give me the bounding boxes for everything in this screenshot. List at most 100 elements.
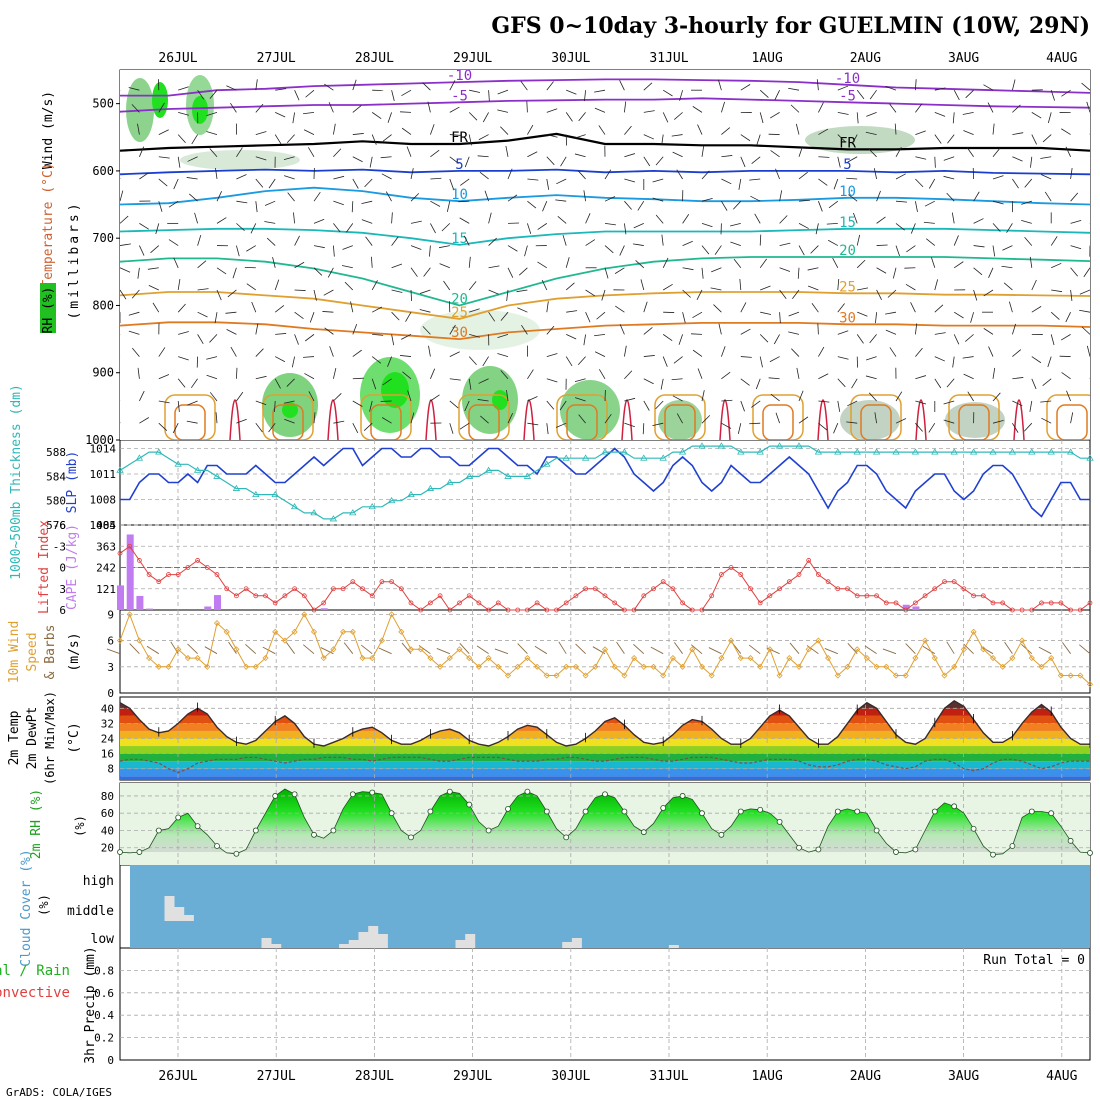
wind-barb	[662, 334, 673, 342]
wind-barb	[577, 356, 586, 366]
thickness-marker	[543, 460, 551, 467]
slp-thickness-ylabel: 1000~500mb Thickness (dm) SLP (mb)	[9, 384, 80, 580]
wind-barb	[791, 348, 800, 357]
wind-barb	[446, 201, 451, 212]
lifted-index-marker	[379, 579, 385, 585]
wind-barb	[624, 223, 627, 235]
lifted-index-marker	[1068, 607, 1073, 613]
wind-barb	[449, 134, 461, 136]
wind-barb	[953, 89, 960, 101]
wind-barb	[637, 200, 645, 211]
bottom-date-label: 28JUL	[355, 1069, 394, 1084]
thickness-marker	[232, 484, 241, 491]
wind-speed-marker	[718, 654, 725, 662]
wind-barb	[305, 89, 315, 98]
wind-barb	[449, 423, 454, 434]
wind-barb	[1079, 289, 1090, 295]
wind-speed-marker	[611, 663, 618, 670]
wind-barb	[255, 323, 259, 335]
wind-speed-marker	[970, 628, 977, 635]
wind-barb	[555, 199, 567, 202]
surface-wind-barb	[864, 645, 877, 655]
lifted-index-marker	[282, 593, 288, 599]
rh-area	[120, 789, 1090, 855]
wind-barb	[214, 312, 218, 324]
lifted-index-marker	[544, 607, 550, 613]
rh-shading-area	[462, 366, 518, 434]
wind-barb	[905, 283, 916, 291]
wind-barb	[419, 289, 431, 294]
wind-barb	[721, 178, 732, 185]
wind-barb	[1029, 256, 1033, 268]
temp-band	[120, 761, 1090, 769]
wind-barb	[120, 400, 121, 401]
precip-ylabel: Total / Rain Convective 3hr Precip (mm)	[0, 946, 98, 1063]
wind-barb	[697, 368, 703, 379]
lifted-index-marker	[1048, 600, 1054, 606]
wind-barb	[401, 89, 412, 97]
cloud-ylabel: Cloud Cover (%)	[19, 849, 34, 966]
wind-barb	[371, 378, 377, 390]
wind-speed-marker	[175, 646, 182, 653]
wind-barb	[847, 400, 858, 407]
wind-barb	[464, 400, 470, 412]
wind-barb	[197, 234, 202, 246]
wind-barb	[1065, 146, 1071, 157]
wind-speed-marker	[795, 663, 803, 670]
cape-bar	[320, 608, 328, 610]
wind-barb	[274, 134, 282, 145]
wind-barb	[557, 216, 567, 224]
wind-barb	[1042, 378, 1052, 387]
wind-barb	[652, 422, 664, 427]
lifted-index-marker	[883, 600, 889, 606]
isotherm-label: 20	[451, 291, 468, 307]
wind-barb	[717, 79, 722, 91]
wind-barb	[422, 82, 431, 91]
wind-barb	[856, 259, 866, 269]
lifted-index-marker	[534, 600, 540, 606]
wind-barb	[943, 156, 955, 161]
wind-barb	[604, 245, 614, 254]
wind-barb	[642, 423, 645, 435]
thickness-marker	[950, 448, 958, 455]
wind-barb	[931, 257, 936, 268]
isotherm-label: 20	[839, 243, 856, 259]
lifted-index-marker	[748, 586, 753, 592]
surface-wind-barb	[882, 648, 897, 655]
wind-barb	[352, 323, 358, 335]
wind-barb	[542, 201, 548, 212]
wind-speed-marker	[194, 654, 201, 662]
wind-barb	[740, 400, 745, 412]
wind-barb	[304, 373, 315, 380]
lifted-index-marker	[893, 600, 899, 606]
wind-barb	[197, 311, 208, 318]
rh-marker	[893, 849, 899, 855]
wind-barb	[661, 234, 664, 246]
surface-wind-barb	[286, 642, 295, 654]
wind-barb	[701, 170, 710, 180]
surface-wind-barb	[789, 642, 800, 654]
wind-speed-marker	[834, 672, 841, 679]
wind-barb	[556, 178, 567, 185]
wind10m-ylabel: 10m Wind Speed & Barbs (m/s)	[7, 621, 82, 684]
wind-barb	[853, 212, 858, 224]
wind-barb	[869, 334, 877, 344]
wind-barb	[816, 79, 819, 91]
rh-tick-label: 80	[101, 790, 114, 803]
wind-barb	[837, 278, 840, 291]
wind-barb	[1051, 262, 1062, 269]
thickness-marker	[116, 466, 124, 473]
thickness-marker	[756, 448, 764, 455]
thickness-marker	[911, 448, 920, 455]
surface-wind-barb	[360, 644, 373, 655]
temp2m-label-2: 2m DewPt	[25, 707, 40, 770]
rh-marker	[796, 844, 802, 851]
thickness-marker	[892, 448, 900, 455]
lifted-index-marker	[195, 558, 201, 563]
wind-barb	[604, 222, 616, 226]
wind-barb	[876, 190, 881, 202]
wind-barb	[323, 289, 334, 296]
thickness-marker	[872, 448, 881, 455]
cape-bar	[126, 534, 134, 610]
